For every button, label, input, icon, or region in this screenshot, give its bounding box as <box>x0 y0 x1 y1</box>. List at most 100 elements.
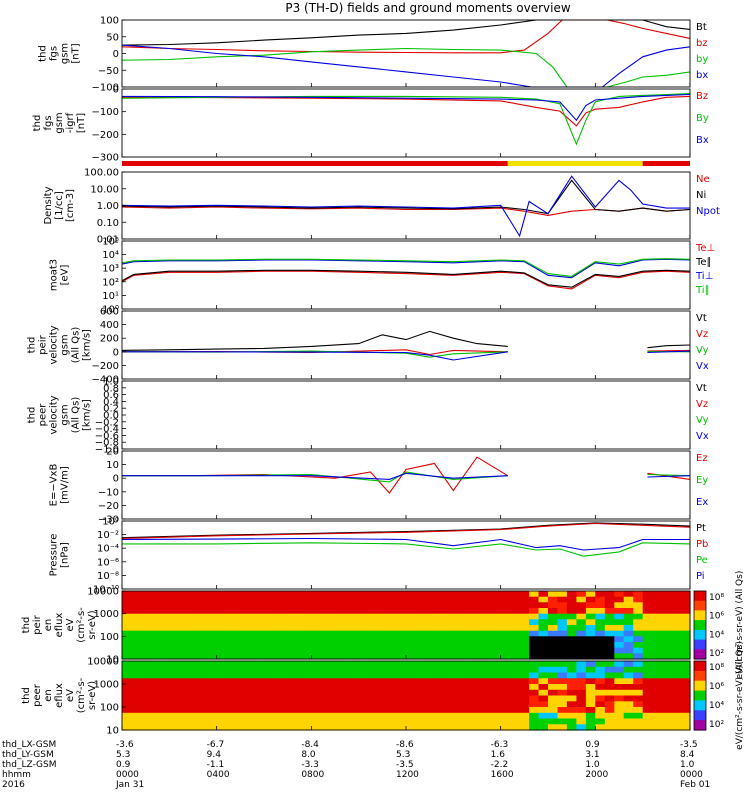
spectrogram-cell <box>661 678 672 685</box>
spectrogram-cell <box>680 707 691 714</box>
spectrogram-cell <box>311 630 322 637</box>
spectrogram-cell <box>680 619 691 626</box>
mode-bar-segment <box>642 161 690 166</box>
spectrogram-cell <box>169 672 180 679</box>
spectrogram-cell <box>424 695 435 702</box>
spectrogram-cell <box>538 613 549 620</box>
spectrogram-cell <box>443 613 454 620</box>
spectrogram-cell <box>434 707 445 714</box>
spectrogram-cell <box>614 684 625 691</box>
spectrogram-cell <box>226 647 237 654</box>
spectrogram-cell <box>424 701 435 708</box>
spectrogram-cell <box>661 630 672 637</box>
spectrogram-cell <box>538 619 549 626</box>
spectrogram-cell <box>472 630 483 637</box>
spectrogram-cell <box>623 619 634 626</box>
spectrogram-cell <box>264 678 275 685</box>
spectrogram-cell <box>320 653 331 660</box>
spectrogram-cell <box>245 707 256 714</box>
spectrogram-cell <box>292 718 303 725</box>
spectrogram-cell <box>140 619 151 626</box>
spectrogram-cell <box>330 666 341 674</box>
spectrogram-cell <box>585 712 596 720</box>
spectrogram-cell <box>254 636 265 643</box>
panel-frame <box>121 380 691 450</box>
spectrogram-cell <box>557 678 568 685</box>
spectrogram-cell <box>595 666 606 674</box>
spectrogram-cell <box>443 647 454 654</box>
spectrogram-cell <box>500 684 511 691</box>
spectrogram-cell <box>529 684 540 691</box>
spectrogram-cell <box>131 636 142 643</box>
spectrogram-cell <box>282 672 293 679</box>
spectrogram-cell <box>264 672 275 679</box>
series-Ti⊥-line <box>121 258 691 279</box>
spectrogram-cell <box>472 619 483 626</box>
spectrogram-cell <box>197 619 208 626</box>
spectrogram-cell <box>595 636 606 643</box>
spectrogram-cell <box>652 707 663 714</box>
spectrogram-cell <box>358 636 369 643</box>
series-Vt-line <box>121 330 691 351</box>
spectrogram-cell <box>188 666 199 674</box>
spectrogram-cell <box>595 653 606 660</box>
spectrogram-cell <box>339 695 350 702</box>
spectrogram-cell <box>510 642 521 649</box>
spectrogram-cell <box>140 672 151 679</box>
spectrogram-cell <box>519 678 530 685</box>
spectrogram-cell <box>358 718 369 725</box>
spectrogram-cell <box>301 666 312 674</box>
legend-Vt: Vt <box>696 313 707 324</box>
spectrogram-cell <box>150 647 161 654</box>
spectrogram-cell <box>140 625 151 632</box>
spectrogram-cell <box>443 591 454 598</box>
spectrogram-cell <box>462 689 473 697</box>
spectrogram-cell <box>368 707 379 714</box>
spectrogram-cell <box>122 619 133 626</box>
spectrogram-cell <box>131 712 142 720</box>
spectrogram-cell <box>576 701 587 708</box>
spectrogram-cell <box>633 591 644 598</box>
spectrogram-cell <box>424 661 435 668</box>
spectrogram-cell <box>671 684 682 691</box>
y-tick-label: −20 <box>98 501 119 512</box>
spectrogram-cell <box>178 608 189 615</box>
spectrogram-cell <box>453 647 464 654</box>
y-axis-label-line: en <box>43 619 54 632</box>
spectrogram-cell <box>207 678 218 685</box>
spectrogram-cell <box>226 666 237 674</box>
spectrogram-cell <box>472 602 483 609</box>
spectrogram-cell <box>453 718 464 725</box>
spectrogram-cell <box>424 712 435 720</box>
spectrogram-cell <box>188 678 199 685</box>
y-tick-label: 10⁻⁸ <box>97 571 119 582</box>
spectrogram-cell <box>406 596 417 603</box>
spectrogram-cell <box>661 684 672 691</box>
spectrogram-cell <box>443 712 454 720</box>
spectrogram-cell <box>235 689 246 697</box>
spectrogram-cell <box>519 619 530 626</box>
spectrogram-cell <box>207 661 218 668</box>
spectrogram-cell <box>595 619 606 626</box>
spectrogram-cell <box>226 642 237 649</box>
spectrogram-cell <box>150 602 161 609</box>
spectrogram-cell <box>159 630 170 637</box>
spectrogram-cell <box>642 642 653 649</box>
spectrogram-cell <box>226 619 237 626</box>
spectrogram-cell <box>604 591 615 598</box>
series-By-line <box>121 93 691 146</box>
colorbar-band <box>694 610 706 621</box>
spectrogram-cell <box>614 636 625 643</box>
spectrogram-cell <box>292 678 303 685</box>
legend-Ey: Ey <box>696 475 708 486</box>
spectrogram-cell <box>548 619 559 626</box>
spectrogram-cell <box>671 712 682 720</box>
spectrogram-cell <box>642 608 653 615</box>
y-tick-label: 0.0 <box>103 411 119 422</box>
spectrogram-cell <box>339 613 350 620</box>
series-Pi-line <box>121 537 690 551</box>
spectrogram-cell <box>680 608 691 615</box>
spectrogram-cell <box>614 724 625 731</box>
spectrogram-cell <box>264 642 275 649</box>
